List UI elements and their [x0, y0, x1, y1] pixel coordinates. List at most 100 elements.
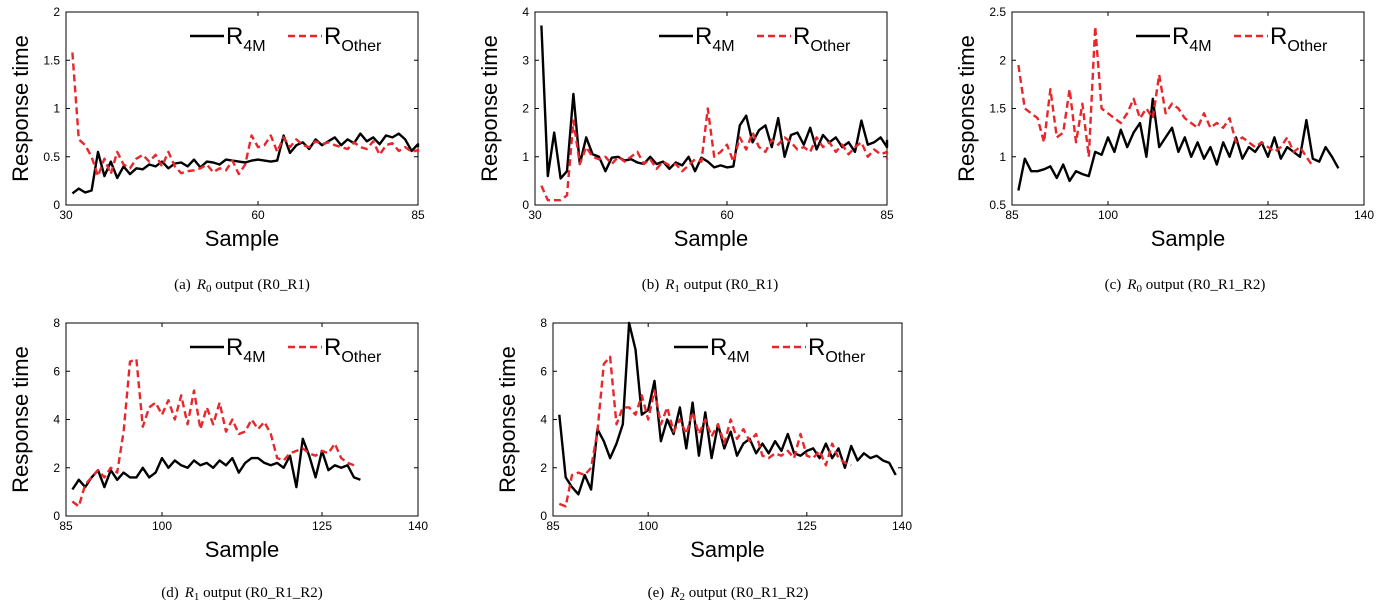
legend-label-r4m: R4M — [226, 23, 266, 55]
x-tick-label: 60 — [720, 208, 734, 222]
y-tick-label: 2 — [999, 53, 1006, 67]
series-line-r4m — [71, 132, 420, 195]
y-axis-label: Response time — [954, 35, 979, 182]
caption-text: output (R0_R1_R2) — [1142, 277, 1265, 293]
y-tick-label: 8 — [540, 316, 547, 330]
y-tick-label: 1 — [53, 102, 60, 116]
x-tick-label: 85 — [59, 519, 73, 533]
legend-label-subscript: 4M — [727, 349, 749, 366]
y-axis-label: Response time — [495, 346, 520, 493]
y-axis-label: Response time — [477, 35, 502, 182]
legend-label-subscript: 4M — [712, 38, 734, 55]
legend-label-rother: ROther — [1270, 23, 1328, 55]
panel-caption: (a) R0 output (R0_R1) — [174, 277, 310, 295]
caption-tag: (d) — [161, 585, 179, 601]
legend-label-r4m: R4M — [695, 23, 735, 55]
legend: R4M ROther — [190, 23, 382, 55]
y-tick-label: 1 — [522, 150, 529, 164]
caption-tag: (e) — [648, 585, 665, 601]
panel-caption: (c) R0 output (R0_R1_R2) — [1105, 277, 1266, 295]
caption-subscript: 1 — [674, 283, 680, 295]
caption-text: output (R0_R1) — [680, 277, 778, 293]
y-axis-label: Response time — [8, 346, 33, 493]
caption-tag: (b) — [642, 277, 660, 293]
y-tick-label: 3 — [522, 53, 529, 67]
y-tick-label: 6 — [53, 364, 60, 378]
panel-caption: (e) R2 output (R0_R1_R2) — [648, 585, 809, 603]
legend-label-rother: ROther — [793, 23, 851, 55]
x-axis-label: Sample — [205, 537, 280, 562]
legend-label-subscript: Other — [1287, 38, 1328, 55]
legend: R4M ROther — [1136, 23, 1328, 55]
caption-variable: R — [669, 585, 679, 601]
y-tick-label: 6 — [540, 364, 547, 378]
y-tick-label: 8 — [53, 316, 60, 330]
legend-label-r4m: R4M — [710, 334, 750, 366]
panel-caption: (d) R1 output (R0_R1_R2) — [161, 585, 323, 603]
x-tick-label: 85 — [411, 208, 425, 222]
y-tick-label: 4 — [540, 413, 547, 427]
x-tick-label: 60 — [251, 208, 265, 222]
series-line-rother — [540, 107, 889, 202]
caption-text: output (R0_R1_R2) — [685, 585, 808, 601]
x-tick-label: 140 — [408, 519, 428, 533]
legend-label-main: R — [710, 334, 727, 361]
panel-caption: (b) R1 output (R0_R1) — [642, 277, 779, 295]
x-tick-label: 30 — [59, 208, 73, 222]
y-tick-label: 2.5 — [989, 5, 1006, 19]
caption-variable: R — [664, 277, 674, 293]
legend-label-main: R — [1270, 23, 1287, 50]
legend-label-main: R — [324, 23, 341, 50]
series-line-rother — [1017, 25, 1314, 168]
legend-label-subscript: Other — [341, 38, 382, 55]
y-tick-label: 1.5 — [43, 53, 60, 67]
legend-label-main: R — [324, 334, 341, 361]
x-tick-label: 125 — [797, 519, 817, 533]
x-tick-label: 140 — [892, 519, 912, 533]
legend-label-rother: ROther — [324, 23, 382, 55]
x-tick-label: 100 — [152, 519, 172, 533]
x-tick-label: 85 — [546, 519, 560, 533]
legend-label-rother: ROther — [324, 334, 382, 366]
x-tick-label: 85 — [1005, 208, 1019, 222]
legend-label-subscript: Other — [341, 349, 382, 366]
x-tick-label: 85 — [880, 208, 894, 222]
legend-label-r4m: R4M — [1172, 23, 1212, 55]
caption-variable: R — [1126, 277, 1136, 293]
y-tick-label: 0 — [540, 509, 547, 523]
series-line-r4m — [1017, 97, 1340, 191]
x-axis-label: Sample — [690, 537, 765, 562]
y-tick-label: 1 — [999, 150, 1006, 164]
caption-tag: (c) — [1105, 277, 1122, 293]
y-tick-label: 0 — [53, 509, 60, 523]
x-axis-label: Sample — [674, 226, 749, 251]
legend: R4M ROther — [659, 23, 851, 55]
caption-subscript: 0 — [1136, 283, 1142, 295]
legend-label-main: R — [226, 334, 243, 361]
legend-label-rother: ROther — [808, 334, 866, 366]
y-tick-label: 4 — [522, 5, 529, 19]
y-tick-label: 0 — [53, 198, 60, 212]
series-line-rother — [558, 355, 852, 508]
legend-label-subscript: Other — [825, 349, 866, 366]
y-tick-label: 4 — [53, 413, 60, 427]
chart-panel-c: 85 100 125 140 0.5 1 1.5 2 2.5 Sample Response tim… — [954, 5, 1374, 295]
series-line-r4m — [71, 437, 361, 491]
caption-variable: R — [184, 585, 194, 601]
caption-text: output (R0_R1) — [211, 277, 309, 293]
caption-text: output (R0_R1_R2) — [199, 585, 322, 601]
caption-subscript: 1 — [194, 591, 200, 603]
legend-label-main: R — [1172, 23, 1189, 50]
x-tick-label: 140 — [1354, 208, 1374, 222]
legend-label-subscript: 4M — [243, 38, 265, 55]
y-axis-label: Response time — [8, 35, 33, 182]
legend-label-main: R — [808, 334, 825, 361]
caption-subscript: 2 — [679, 591, 685, 603]
x-tick-label: 100 — [1098, 208, 1118, 222]
x-tick-label: 125 — [312, 519, 332, 533]
